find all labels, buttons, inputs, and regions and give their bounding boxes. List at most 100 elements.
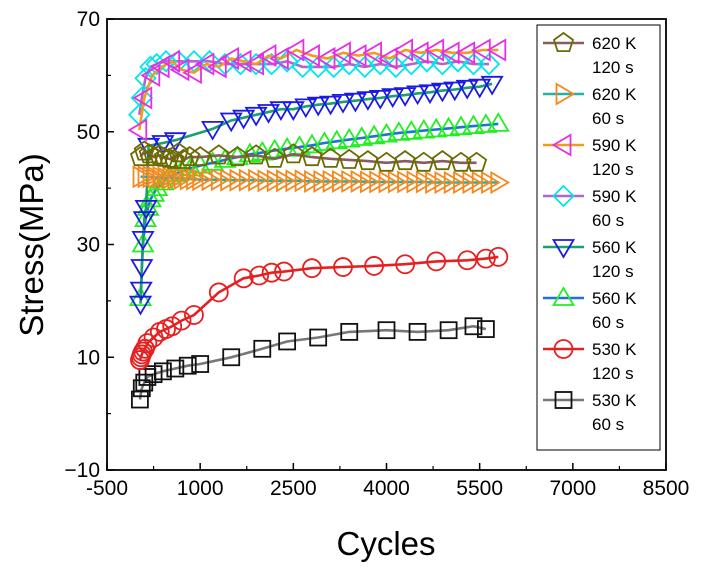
data-point: [346, 44, 367, 68]
data-point: [368, 90, 392, 110]
y-tick-label: 70: [77, 8, 100, 31]
data-point: [377, 46, 398, 71]
data-point: [233, 268, 254, 289]
data-point: [191, 355, 210, 373]
data-point: [129, 145, 152, 167]
series-620-k-60-s: [132, 165, 511, 195]
data-point: [261, 262, 282, 283]
legend-marker: [551, 239, 576, 259]
data-point: [490, 170, 511, 195]
series-530-k-120-s: [130, 247, 509, 370]
data-point: [278, 332, 297, 351]
data-point: [338, 148, 360, 169]
data-point: [249, 265, 270, 286]
data-point: [426, 251, 447, 272]
data-point: [306, 96, 330, 117]
data-point: [393, 38, 414, 62]
data-point: [455, 41, 476, 65]
data-point: [208, 144, 230, 165]
data-point: [488, 247, 509, 267]
legend-label: 590 K: [592, 187, 637, 206]
data-point: [284, 38, 305, 62]
data-point: [137, 333, 158, 354]
data-point: [309, 328, 328, 347]
legend-label: 590 K: [592, 136, 637, 155]
data-point: [381, 88, 405, 108]
series-line: [139, 149, 477, 165]
legend-marker: [555, 82, 576, 106]
x-tick-label: 5500: [456, 477, 503, 500]
data-point: [356, 91, 380, 111]
data-point: [131, 390, 149, 409]
legend-entry: 560 K 120 s: [543, 238, 637, 281]
y-tick-label: 50: [77, 121, 100, 144]
data-point: [369, 52, 392, 76]
data-point: [137, 165, 158, 189]
legend-marker: [554, 391, 573, 409]
data-point: [300, 133, 324, 154]
series-layer: [127, 38, 511, 409]
data-point: [226, 145, 248, 167]
data-point: [147, 165, 168, 189]
data-point: [132, 379, 151, 398]
data-point: [325, 129, 349, 150]
data-point: [219, 112, 243, 133]
series-590-k-120-s: [127, 38, 507, 142]
legend-box: [536, 24, 661, 451]
data-point: [208, 282, 229, 303]
data-point: [394, 149, 416, 171]
data-point: [160, 49, 181, 73]
data-point: [163, 148, 185, 169]
legend-label-sub: 120 s: [592, 160, 634, 179]
data-point: [281, 101, 305, 121]
y-tick-label: 30: [77, 234, 100, 257]
data-point: [129, 281, 153, 302]
data-point: [424, 117, 448, 138]
data-point: [300, 44, 320, 68]
data-point: [357, 149, 379, 171]
data-point: [166, 359, 185, 378]
data-point: [184, 305, 204, 325]
legend-label: 560 K: [592, 289, 637, 308]
data-point: [449, 115, 473, 136]
data-point: [294, 98, 318, 119]
data-point: [162, 316, 183, 337]
series-line: [138, 324, 487, 400]
legend-marker: [552, 184, 575, 208]
data-point: [461, 114, 486, 135]
data-point: [127, 118, 148, 142]
legend-label: 560 K: [592, 238, 637, 257]
x-tick-label: -500: [86, 477, 128, 500]
legend-label: 530 K: [592, 391, 637, 410]
series-620-k-120-s: [129, 140, 488, 172]
data-point: [375, 151, 398, 172]
x-tick-label: 4000: [363, 477, 410, 500]
data-point: [331, 41, 351, 65]
data-point: [408, 322, 427, 341]
legend-label: 530 K: [592, 340, 637, 359]
data-point: [475, 248, 496, 269]
data-point: [430, 82, 454, 103]
data-point: [399, 120, 423, 140]
legend-label-sub: 60 s: [592, 211, 624, 230]
data-point: [301, 145, 323, 167]
series-560-k-120-s: [128, 75, 504, 316]
data-point: [477, 52, 501, 76]
legend-entry: 530 K 60 s: [543, 391, 637, 434]
data-point: [455, 79, 479, 100]
series-530-k-60-s: [131, 317, 495, 409]
data-point: [457, 250, 478, 271]
data-point: [476, 320, 495, 338]
data-point: [291, 55, 314, 79]
data-point: [424, 38, 445, 62]
data-point: [387, 121, 411, 141]
data-point: [162, 166, 183, 190]
legend-entry: 530 K 120 s: [543, 339, 637, 383]
data-point: [486, 112, 510, 132]
data-point: [374, 122, 399, 143]
data-point: [282, 143, 304, 164]
data-point: [395, 254, 416, 275]
data-point: [152, 165, 173, 189]
